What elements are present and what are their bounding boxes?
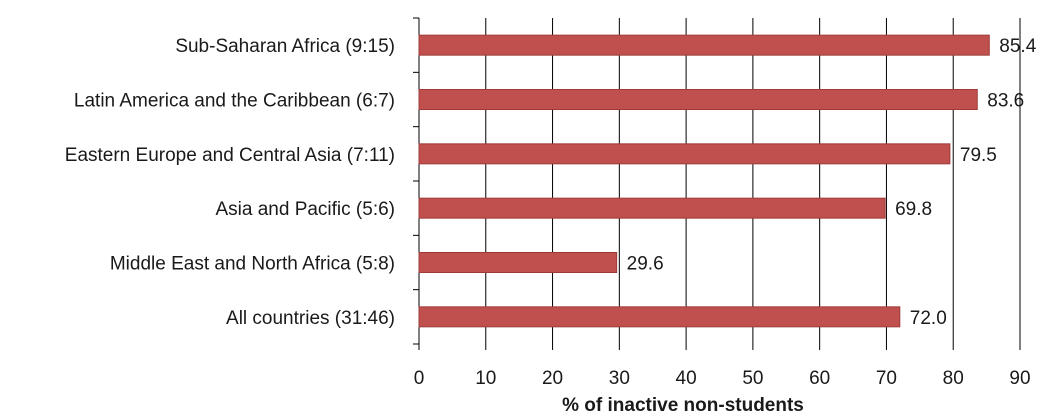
x-tick-label: 20 (542, 368, 563, 389)
x-tick-label: 50 (742, 368, 763, 389)
category-label: Latin America and the Caribbean (6:7) (74, 91, 395, 112)
data-label: 85.4 (999, 36, 1036, 57)
x-tick-labels: 0 10 20 30 40 50 60 70 80 90 (414, 368, 1031, 389)
x-tick-label: 80 (943, 368, 964, 389)
bar (418, 34, 990, 56)
category-label: Sub-Saharan Africa (9:15) (175, 36, 395, 57)
data-label: 83.6 (987, 91, 1024, 112)
data-label: 29.6 (627, 254, 664, 275)
x-tick-label: 70 (876, 368, 897, 389)
x-tick-label: 90 (1009, 368, 1030, 389)
bar (418, 252, 618, 273)
data-label: 79.5 (960, 145, 997, 166)
data-labels: 85.4 83.6 79.5 69.8 29.6 72.0 (627, 36, 1037, 329)
x-tick-label: 60 (809, 368, 830, 389)
data-label: 69.8 (895, 199, 932, 220)
category-label: Eastern Europe and Central Asia (7:11) (65, 145, 395, 166)
x-axis-title: % of inactive non-students (562, 395, 804, 416)
category-label: Middle East and North Africa (5:8) (110, 254, 395, 275)
category-label: All countries (31:46) (226, 308, 395, 329)
x-tick-label: 30 (609, 368, 630, 389)
category-labels: Sub-Saharan Africa (9:15) Latin America a… (65, 36, 395, 329)
bar (418, 143, 951, 165)
x-tick-label: 0 (414, 368, 425, 389)
x-tick-label: 40 (676, 368, 697, 389)
gridlines (485, 18, 1021, 350)
bar (418, 306, 901, 328)
chart-bars (418, 34, 990, 328)
bar (418, 197, 886, 219)
x-tick-label: 10 (475, 368, 496, 389)
data-label: 72.0 (910, 308, 947, 329)
category-label: Asia and Pacific (5:6) (215, 199, 395, 220)
chart-axes (413, 17, 420, 350)
bar (418, 89, 978, 110)
